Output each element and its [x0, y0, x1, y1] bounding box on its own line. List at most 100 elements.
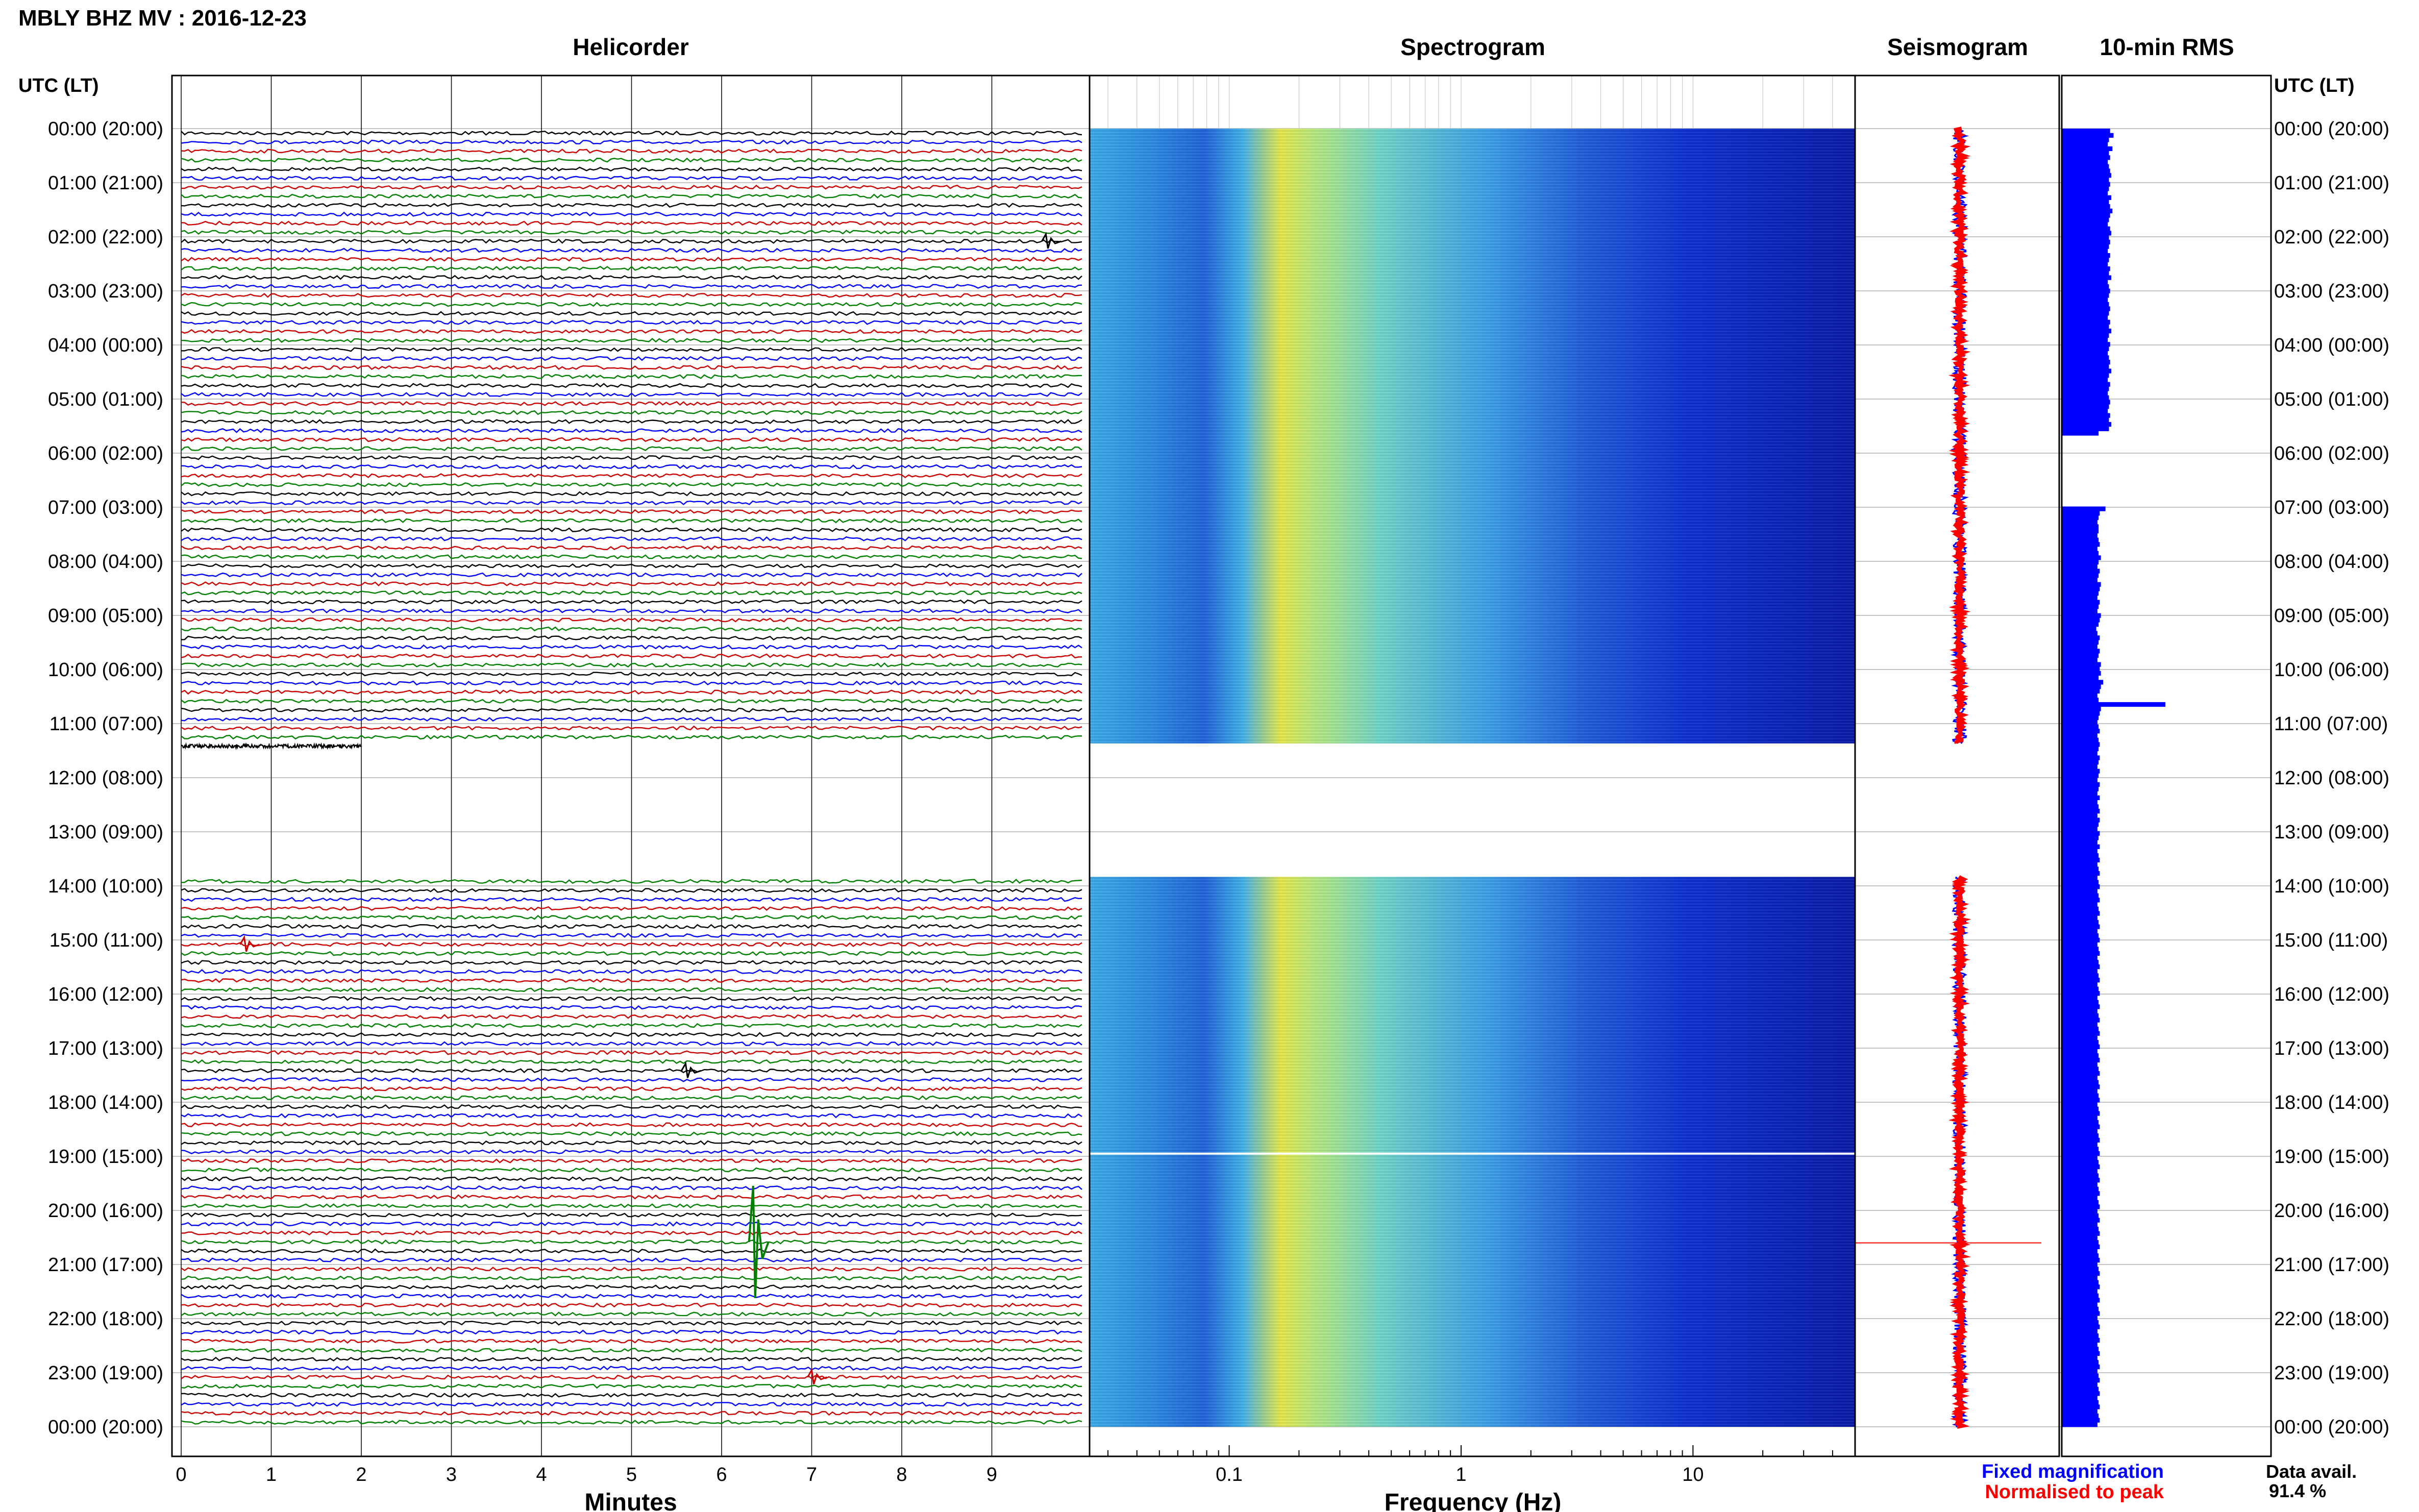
rms-bar: [2062, 164, 2109, 169]
right-hour-label: 15:00 (11:00): [2274, 930, 2388, 951]
helicorder-trace-row: [181, 608, 1082, 613]
rms-bar: [2062, 747, 2099, 752]
rms-bar: [2062, 960, 2099, 965]
spectrogram-title: Spectrogram: [1400, 34, 1545, 60]
rms-bar: [2062, 1257, 2100, 1263]
helicorder-trace-row: [181, 265, 1082, 271]
rms-bar: [2062, 1049, 2097, 1054]
rms-bar: [2062, 1396, 2097, 1401]
rms-bar: [2062, 666, 2100, 672]
helicorder-trace-row: [181, 1104, 1082, 1109]
helicorder-trace-row: [181, 1284, 1082, 1290]
rms-bar: [2062, 884, 2100, 889]
rms-bar: [2062, 622, 2099, 627]
right-hour-label: 00:00 (20:00): [2274, 118, 2389, 140]
rms-bar: [2062, 546, 2097, 552]
helicorder-trace-row: [181, 1005, 1082, 1010]
left-hour-label: 01:00 (21:00): [48, 172, 163, 194]
rms-bar: [2062, 555, 2101, 560]
rms-bar: [2062, 288, 2110, 293]
right-hour-label: 14:00 (10:00): [2274, 876, 2389, 897]
helicorder-trace-row: [181, 1366, 1082, 1371]
rms-bar: [2062, 631, 2097, 636]
helicorder-x-tick-label: 3: [446, 1464, 457, 1485]
rms-bar: [2062, 382, 2110, 387]
rms-bar: [2062, 737, 2099, 742]
rms-bar: [2062, 133, 2114, 138]
rms-bar: [2062, 826, 2097, 832]
seismogram-normalised-trace: [1948, 127, 1971, 744]
helicorder-trace-row: [181, 1230, 1082, 1236]
rms-bar: [2062, 778, 2097, 783]
left-axis-header: UTC (LT): [18, 75, 99, 96]
helicorder-trace-row: [181, 1383, 1082, 1389]
rms-bar: [2062, 1155, 2097, 1160]
rms-bar: [2062, 1071, 2100, 1076]
rms-bar: [2062, 1213, 2099, 1219]
rms-bar: [2062, 1337, 2100, 1343]
helicorder-x-tick-label: 1: [266, 1464, 277, 1485]
helicorder-trace-row: [181, 617, 1082, 623]
helicorder-trace-row: [181, 1113, 1082, 1119]
left-hour-label: 06:00 (02:00): [48, 443, 163, 464]
rms-bar: [2062, 173, 2111, 178]
rms-bar: [2062, 822, 2099, 827]
rms-bar: [2062, 142, 2108, 147]
helicorder-trace-row: [181, 1086, 1082, 1092]
helicorder-trace-row: [181, 906, 1082, 911]
helicorder-x-tick-label: 8: [896, 1464, 907, 1485]
rms-bar: [2062, 1333, 2099, 1339]
rms-bar: [2062, 324, 2109, 329]
legend-normalised-to-peak: Normalised to peak: [1985, 1481, 2164, 1503]
rms-bar: [2062, 1342, 2097, 1347]
rms-bar: [2062, 1378, 2100, 1383]
rms-bar: [2062, 1044, 2100, 1049]
left-hour-label: 16:00 (12:00): [48, 984, 163, 1005]
rms-bar: [2062, 808, 2100, 814]
rms-bar: [2062, 644, 2097, 649]
helicorder-trace-row: [181, 1032, 1082, 1037]
rms-bar: [2062, 733, 2097, 738]
rms-bar: [2062, 929, 2097, 934]
rms-bar: [2062, 226, 2110, 231]
helicorder-trace-row: [181, 951, 1082, 956]
rms-bar: [2062, 270, 2109, 276]
left-hour-label: 17:00 (13:00): [48, 1038, 163, 1059]
rms-bar: [2062, 159, 2108, 165]
helicorder-trace-row: [181, 599, 1082, 605]
helicorder-x-tick-label: 4: [536, 1464, 547, 1485]
helicorder-trace-row: [181, 887, 1082, 893]
rms-bar: [2062, 391, 2108, 396]
right-hour-label: 18:00 (14:00): [2274, 1092, 2389, 1113]
rms-bar: [2062, 1004, 2100, 1009]
rms-bar: [2062, 182, 2110, 187]
rms-bar: [2062, 146, 2113, 152]
helicorder-trace-row: [181, 284, 1082, 289]
rms-bar: [2062, 1400, 2099, 1405]
helicorder-trace-row: [181, 292, 1082, 298]
helicorder-trace-row: [181, 978, 1082, 983]
helicorder-trace-row: [181, 680, 1082, 686]
helicorder-trace-row: [181, 1311, 1082, 1317]
rms-bar: [2062, 1186, 2099, 1192]
rms-bar: [2062, 1173, 2099, 1178]
left-hour-label: 08:00 (04:00): [48, 551, 163, 573]
helicorder-trace-row: [181, 1347, 1082, 1353]
rms-bar: [2062, 911, 2100, 916]
rms-bar: [2062, 129, 2110, 134]
rms-bar: [2062, 355, 2109, 360]
rms-bar: [2062, 915, 2097, 921]
rms-bar: [2062, 337, 2108, 342]
rms-bar: [2062, 1000, 2099, 1005]
rms-bar: [2062, 319, 2110, 325]
helicorder-trace-row: [181, 554, 1082, 560]
rms-bar: [2062, 377, 2108, 383]
helicorder-trace-row: [181, 1194, 1082, 1200]
left-hour-label: 19:00 (15:00): [48, 1146, 163, 1168]
rms-bar: [2062, 831, 2100, 836]
helicorder-trace-row: [181, 941, 1082, 947]
helicorder-trace-row: [181, 176, 1082, 181]
helicorder-trace-row: [181, 410, 1082, 415]
helicorder-traces: [181, 130, 1082, 1425]
helicorder-trace-row: [181, 1203, 1082, 1209]
